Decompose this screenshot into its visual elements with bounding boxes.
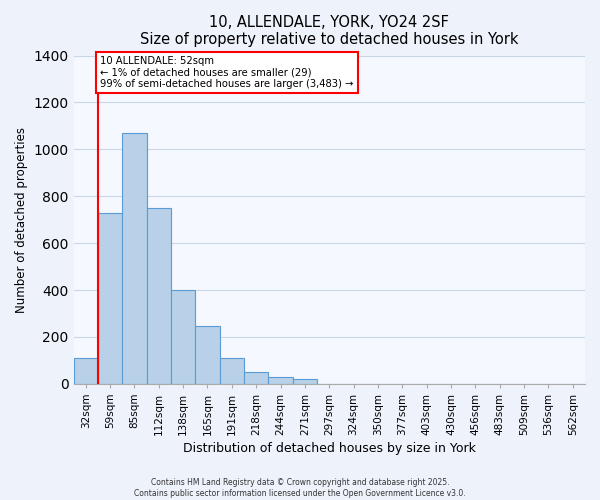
Bar xyxy=(171,290,196,384)
Bar xyxy=(220,358,244,384)
Title: 10, ALLENDALE, YORK, YO24 2SF
Size of property relative to detached houses in Yo: 10, ALLENDALE, YORK, YO24 2SF Size of pr… xyxy=(140,15,518,48)
Text: Contains HM Land Registry data © Crown copyright and database right 2025.
Contai: Contains HM Land Registry data © Crown c… xyxy=(134,478,466,498)
Bar xyxy=(268,378,293,384)
Bar xyxy=(244,372,268,384)
Bar xyxy=(122,133,146,384)
Text: 10 ALLENDALE: 52sqm
← 1% of detached houses are smaller (29)
99% of semi-detache: 10 ALLENDALE: 52sqm ← 1% of detached hou… xyxy=(100,56,354,89)
Bar xyxy=(196,326,220,384)
X-axis label: Distribution of detached houses by size in York: Distribution of detached houses by size … xyxy=(183,442,476,455)
Bar xyxy=(74,358,98,384)
Y-axis label: Number of detached properties: Number of detached properties xyxy=(15,126,28,312)
Bar xyxy=(98,212,122,384)
Bar xyxy=(293,378,317,384)
Bar xyxy=(146,208,171,384)
